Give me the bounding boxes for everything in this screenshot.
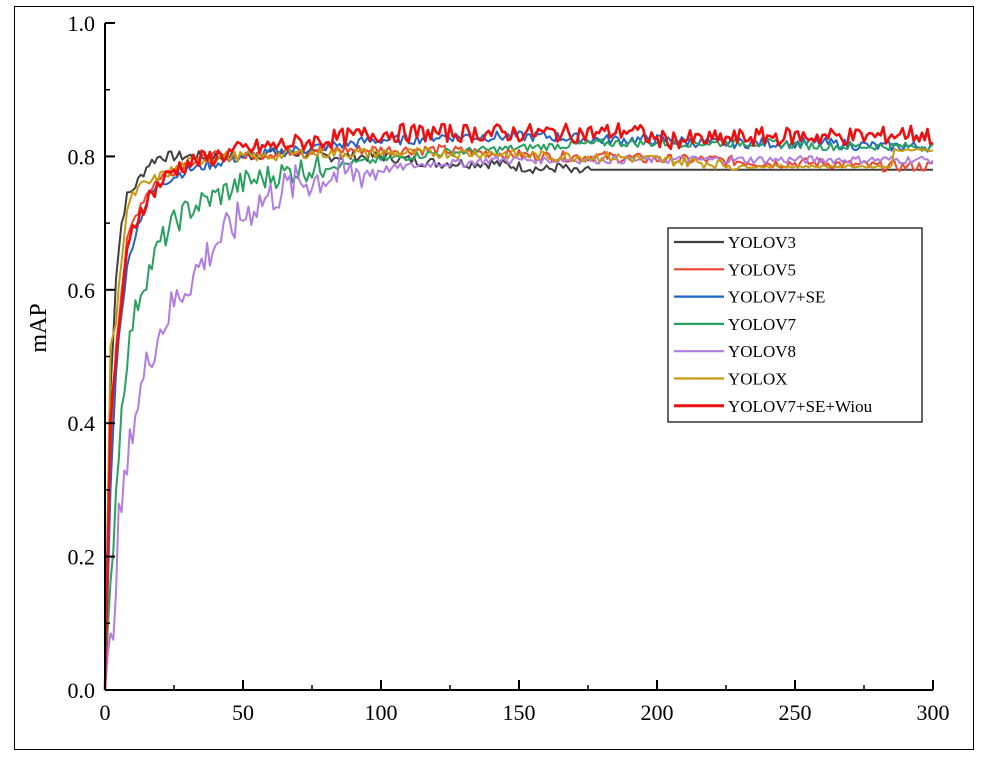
y-tick-label: 0.4 [68,411,96,436]
legend-label-4: YOLOV7 [728,315,796,334]
legend-label-7: YOLOV7+SE+Wiou [728,397,873,416]
x-tick-label: 200 [641,700,674,725]
legend-label-1: YOLOV3 [728,233,796,252]
x-tick-label: 100 [365,700,398,725]
x-tick-label: 50 [232,700,254,725]
axes-layer: 0 50 100 150 200 250 300 0.0 0.2 0.4 0.6 0.8 1.0 [68,11,950,725]
legend-label-3: YOLOV7+SE [728,288,825,307]
y-tick-label: 0.0 [68,678,96,703]
series-line-5 [104,154,934,691]
y-axis-title: mAP [26,303,52,352]
y-tick-label: 0.8 [68,144,96,169]
y-tick-label: 1.0 [68,11,96,36]
x-tick-label: 300 [917,700,950,725]
x-tick-label: 150 [503,700,536,725]
y-tick-label: 0.2 [68,545,96,570]
series-line-4 [104,138,934,691]
x-tick-label: 0 [100,700,111,725]
series-line-3 [104,130,934,691]
y-tick-label: 0.6 [68,278,96,303]
legend: YOLOV3 YOLOV5 YOLOV7+SE YOLOV7 YOLOV8 YOLOX YO… [667,227,923,423]
legend-label-5: YOLOV8 [728,342,796,361]
legend-label-2: YOLOV5 [728,260,796,279]
series-line-7 [103,122,934,691]
legend-label-6: YOLOX [728,370,788,389]
series-layer [103,122,934,691]
x-tick-label: 250 [779,700,812,725]
series-line-6 [104,147,934,691]
